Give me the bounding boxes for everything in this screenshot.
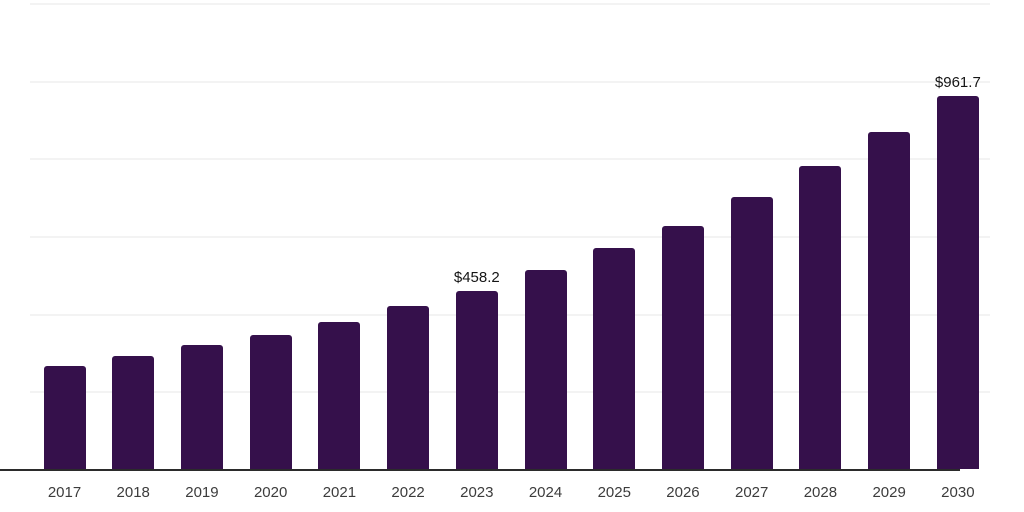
- x-tick-label-2022: 2022: [391, 484, 425, 501]
- bar-2028: [799, 165, 842, 469]
- bar-2022: [387, 306, 430, 469]
- x-tick-label-2025: 2025: [597, 484, 631, 501]
- x-tick-label-2017: 2017: [47, 484, 82, 501]
- gridline: [30, 236, 990, 238]
- plot-area: 2017 2018 2019 2020 2021 2022 2023 2024 2025 2026…: [30, 0, 990, 512]
- x-tick-label-2021: 2021: [322, 484, 357, 501]
- gridline: [30, 391, 990, 394]
- x-tick-label-2030: 2030: [941, 484, 975, 501]
- x-axis-line: [0, 469, 960, 471]
- bar-2020: [249, 335, 292, 469]
- bar-2021: [318, 322, 361, 469]
- x-tick-label-2023: 2023: [460, 484, 494, 501]
- bar-2027: [730, 196, 773, 469]
- x-tick-label-2020: 2020: [253, 484, 288, 501]
- bar-2029: [868, 131, 911, 469]
- data-label-2023: $458.2: [453, 269, 500, 287]
- x-tick-label-2026: 2026: [666, 484, 700, 501]
- gridline: [30, 3, 990, 5]
- x-tick-label-2019: 2019: [185, 484, 219, 501]
- bar-2023: [455, 291, 498, 469]
- bar-2018: [112, 356, 155, 469]
- bar-2017: [43, 366, 86, 469]
- bar-2030: [936, 95, 979, 469]
- bar-2024: [524, 270, 567, 469]
- x-tick-label-2029: 2029: [872, 484, 906, 501]
- gridline: [30, 313, 990, 316]
- x-tick-label-2028: 2028: [803, 484, 838, 501]
- x-tick-label-2024: 2024: [528, 484, 563, 501]
- gridline: [30, 158, 990, 161]
- bar-2026: [661, 225, 704, 469]
- x-tick-label-2018: 2018: [116, 484, 150, 501]
- data-label-2030: $961.7: [934, 73, 981, 91]
- gridline: [30, 80, 990, 83]
- x-tick-label-2027: 2027: [735, 484, 769, 501]
- bar-2019: [180, 345, 223, 469]
- bar-2025: [593, 247, 636, 469]
